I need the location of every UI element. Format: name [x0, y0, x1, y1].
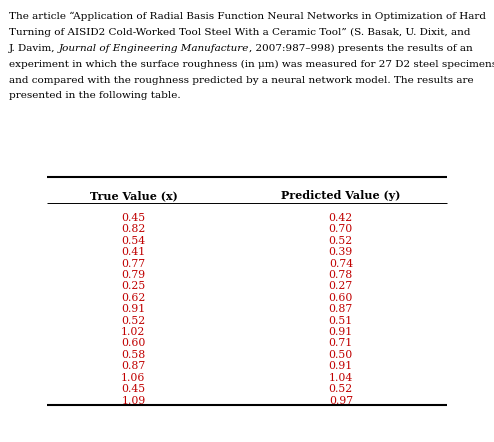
Text: Predicted Value (y): Predicted Value (y)	[281, 190, 401, 201]
Text: 0.62: 0.62	[121, 293, 146, 303]
Text: J. Davim,: J. Davim,	[9, 44, 59, 53]
Text: 0.77: 0.77	[122, 259, 145, 269]
Text: 1.04: 1.04	[329, 373, 353, 383]
Text: 1.06: 1.06	[121, 373, 146, 383]
Text: presented in the following table.: presented in the following table.	[9, 91, 180, 100]
Text: 0.52: 0.52	[329, 384, 353, 394]
Text: , 2007:987–998) presents the results of an: , 2007:987–998) presents the results of …	[249, 44, 473, 53]
Text: 0.91: 0.91	[121, 304, 146, 314]
Text: 0.50: 0.50	[329, 350, 353, 360]
Text: 0.70: 0.70	[329, 225, 353, 234]
Text: 0.45: 0.45	[122, 384, 145, 394]
Text: 0.41: 0.41	[121, 247, 146, 257]
Text: 0.52: 0.52	[329, 236, 353, 246]
Text: The article “Application of Radial Basis Function Neural Networks in Optimizatio: The article “Application of Radial Basis…	[9, 12, 486, 21]
Text: 0.79: 0.79	[122, 270, 145, 280]
Text: 0.58: 0.58	[121, 350, 146, 360]
Text: 0.54: 0.54	[122, 236, 145, 246]
Text: 0.71: 0.71	[329, 339, 353, 348]
Text: 0.45: 0.45	[122, 213, 145, 223]
Text: 1.09: 1.09	[121, 396, 146, 405]
Text: 1.02: 1.02	[121, 327, 146, 337]
Text: Turning of AISID2 Cold-Worked Tool Steel With a Ceramic Tool” (S. Basak, U. Dixi: Turning of AISID2 Cold-Worked Tool Steel…	[9, 28, 470, 37]
Text: Journal of Engineering Manufacture: Journal of Engineering Manufacture	[59, 44, 249, 53]
Text: 0.91: 0.91	[329, 361, 353, 371]
Text: 0.39: 0.39	[329, 247, 353, 257]
Text: 0.91: 0.91	[329, 327, 353, 337]
Text: 0.60: 0.60	[121, 339, 146, 348]
Text: 0.97: 0.97	[329, 396, 353, 405]
Text: experiment in which the surface roughness (in μm) was measured for 27 D2 steel s: experiment in which the surface roughnes…	[9, 60, 494, 69]
Text: 0.27: 0.27	[329, 282, 353, 291]
Text: 0.25: 0.25	[121, 282, 146, 291]
Text: 0.74: 0.74	[329, 259, 353, 269]
Text: 0.82: 0.82	[121, 225, 146, 234]
Text: True Value (x): True Value (x)	[89, 190, 177, 201]
Text: 0.78: 0.78	[329, 270, 353, 280]
Text: 0.51: 0.51	[329, 316, 353, 326]
Text: 0.42: 0.42	[329, 213, 353, 223]
Text: 0.87: 0.87	[329, 304, 353, 314]
Text: 0.52: 0.52	[121, 316, 146, 326]
Text: 0.87: 0.87	[121, 361, 146, 371]
Text: 0.60: 0.60	[329, 293, 353, 303]
Text: and compared with the roughness predicted by a neural network model. The results: and compared with the roughness predicte…	[9, 76, 474, 84]
